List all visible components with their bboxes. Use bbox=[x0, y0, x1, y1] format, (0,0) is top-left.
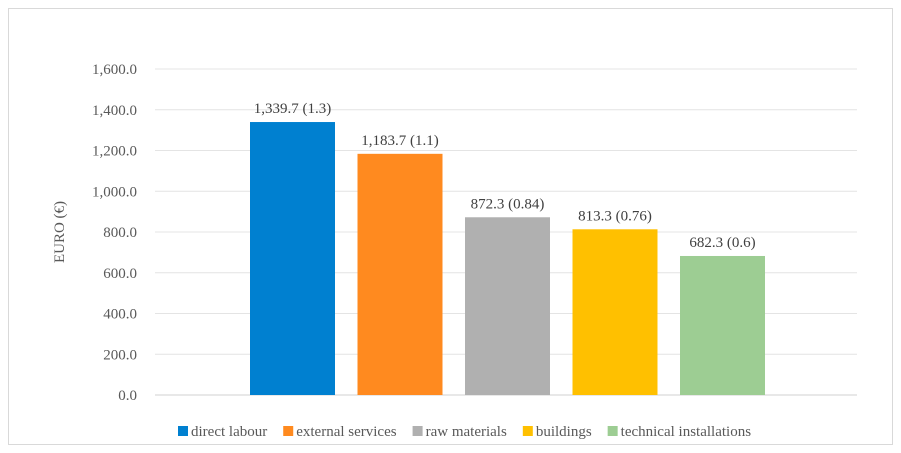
bar bbox=[357, 153, 443, 395]
data-label: 1,183.7 (1.1) bbox=[361, 133, 439, 149]
legend-label: buildings bbox=[536, 424, 592, 440]
y-tick-label: 1,000.0 bbox=[92, 184, 137, 200]
legend-swatch bbox=[283, 426, 294, 436]
data-labels: 1,339.7 (1.3) 1,183.7 (1.1) 872.3 (0.84) 81… bbox=[254, 101, 756, 251]
y-tick-label: 1,200.0 bbox=[92, 144, 137, 160]
y-tick-label: 1,400.0 bbox=[92, 103, 137, 119]
legend-swatch bbox=[412, 426, 423, 436]
legend-label: direct labour bbox=[191, 424, 267, 440]
bar bbox=[465, 217, 550, 395]
legend-label: raw materials bbox=[426, 424, 507, 440]
y-tick-label: 200.0 bbox=[103, 347, 137, 363]
legend-swatch bbox=[607, 426, 618, 436]
y-tick-label: 800.0 bbox=[103, 225, 137, 241]
y-axis-title: EURO (€) bbox=[52, 201, 68, 263]
legend-swatch bbox=[178, 426, 188, 436]
bar bbox=[572, 229, 658, 395]
y-tick-label: 400.0 bbox=[103, 307, 137, 323]
legend-label: external services bbox=[296, 424, 397, 440]
bar bbox=[250, 122, 335, 395]
data-label: 813.3 (0.76) bbox=[578, 208, 652, 224]
legend: direct labour external services raw materi… bbox=[178, 424, 751, 440]
data-label: 682.3 (0.6) bbox=[689, 235, 755, 251]
legend-label: technical installations bbox=[621, 424, 752, 440]
y-tick-label: 600.0 bbox=[103, 266, 137, 282]
data-label: 872.3 (0.84) bbox=[471, 196, 545, 212]
y-tick-label: 0.0 bbox=[118, 388, 137, 404]
data-label: 1,339.7 (1.3) bbox=[254, 101, 332, 117]
bar bbox=[680, 255, 765, 395]
bars bbox=[250, 122, 765, 395]
legend-swatch bbox=[522, 426, 533, 436]
y-tick-label: 1,600.0 bbox=[92, 62, 137, 78]
y-axis: 0.0 200.0 400.0 600.0 800.0 1,000.0 1,200.0 1,4… bbox=[92, 62, 137, 404]
